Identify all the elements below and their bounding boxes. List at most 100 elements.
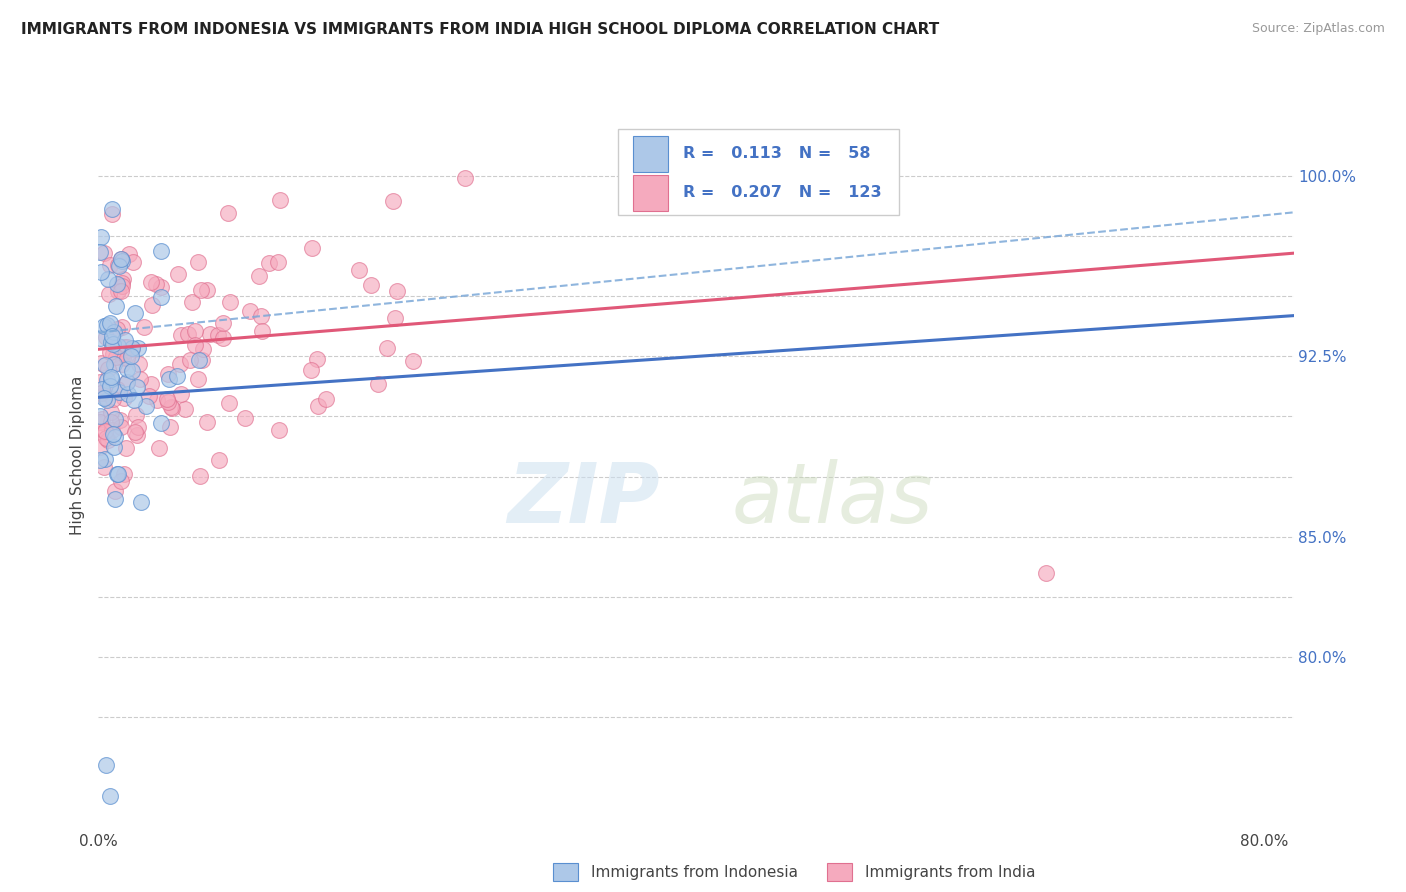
Point xyxy=(101,202,124,216)
Point xyxy=(94,359,117,373)
Point xyxy=(115,441,138,455)
Point xyxy=(156,394,179,409)
Point xyxy=(269,423,291,437)
Point xyxy=(103,357,125,371)
Point xyxy=(103,325,125,339)
Point xyxy=(89,409,111,423)
Point xyxy=(107,467,129,482)
Point xyxy=(93,460,115,475)
Point xyxy=(98,317,121,331)
Point xyxy=(110,252,132,266)
Point xyxy=(360,278,382,293)
Point xyxy=(239,304,262,318)
Point xyxy=(299,363,322,377)
Point xyxy=(207,328,229,343)
Point xyxy=(169,328,191,343)
FancyBboxPatch shape xyxy=(633,175,668,211)
Point xyxy=(247,269,270,284)
Point xyxy=(159,420,181,434)
Point xyxy=(101,207,124,221)
Point xyxy=(111,319,134,334)
Point xyxy=(101,426,124,441)
Point xyxy=(257,255,280,269)
Point xyxy=(107,258,129,272)
Point xyxy=(233,411,256,425)
Point xyxy=(307,399,329,413)
Point xyxy=(191,353,214,368)
Point xyxy=(104,483,127,498)
Point xyxy=(121,364,143,378)
Point xyxy=(97,287,120,301)
Point xyxy=(105,322,128,336)
Point xyxy=(98,379,121,393)
Point xyxy=(141,298,163,312)
Point xyxy=(105,299,128,313)
Point xyxy=(104,350,127,364)
Point xyxy=(166,368,188,383)
Point xyxy=(160,401,183,415)
Point xyxy=(101,392,124,406)
Point xyxy=(212,331,235,345)
Point xyxy=(195,283,218,297)
Point xyxy=(104,491,127,506)
Point xyxy=(160,401,183,415)
Point xyxy=(93,425,115,439)
Point xyxy=(146,392,169,407)
Point xyxy=(149,290,172,304)
Point xyxy=(187,372,209,386)
Point xyxy=(187,255,209,269)
Point xyxy=(98,789,121,803)
Point xyxy=(150,244,173,258)
Point xyxy=(115,340,138,354)
Point xyxy=(101,329,124,343)
Point xyxy=(90,264,112,278)
Point xyxy=(100,416,122,430)
Point xyxy=(93,424,115,438)
Point xyxy=(111,254,134,268)
Point xyxy=(100,370,122,384)
Point xyxy=(89,245,111,260)
Point xyxy=(121,342,143,356)
Point xyxy=(180,294,202,309)
Point xyxy=(101,423,124,437)
Point xyxy=(454,171,477,186)
Point xyxy=(384,310,406,325)
Point xyxy=(121,343,143,357)
Point xyxy=(305,351,328,366)
Point xyxy=(90,412,112,426)
Point xyxy=(96,393,118,408)
Point xyxy=(112,467,135,482)
Text: Immigrants from Indonesia: Immigrants from Indonesia xyxy=(591,865,797,880)
Point xyxy=(100,372,122,386)
Point xyxy=(127,428,149,442)
Point xyxy=(118,247,141,261)
Point xyxy=(105,382,128,396)
Point xyxy=(120,349,142,363)
Point xyxy=(110,284,132,298)
Point xyxy=(122,393,145,408)
Point xyxy=(138,389,160,403)
Point xyxy=(110,420,132,434)
Point xyxy=(184,324,207,338)
Point xyxy=(402,353,425,368)
Point xyxy=(111,279,134,293)
Point xyxy=(94,386,117,401)
Point xyxy=(169,357,191,371)
Point xyxy=(129,494,152,508)
Point xyxy=(103,440,125,454)
Point xyxy=(105,467,128,481)
Point xyxy=(111,276,134,290)
Point xyxy=(150,417,173,431)
Point xyxy=(90,356,112,370)
Point xyxy=(93,319,115,334)
Point xyxy=(315,392,337,406)
Point xyxy=(125,409,148,423)
Point xyxy=(114,333,136,347)
Point xyxy=(91,382,114,396)
Point xyxy=(148,441,170,455)
Point xyxy=(100,334,122,349)
Point xyxy=(98,344,121,359)
Point xyxy=(96,318,118,332)
Point xyxy=(157,372,180,386)
Text: IMMIGRANTS FROM INDONESIA VS IMMIGRANTS FROM INDIA HIGH SCHOOL DIPLOMA CORRELATI: IMMIGRANTS FROM INDONESIA VS IMMIGRANTS … xyxy=(21,22,939,37)
